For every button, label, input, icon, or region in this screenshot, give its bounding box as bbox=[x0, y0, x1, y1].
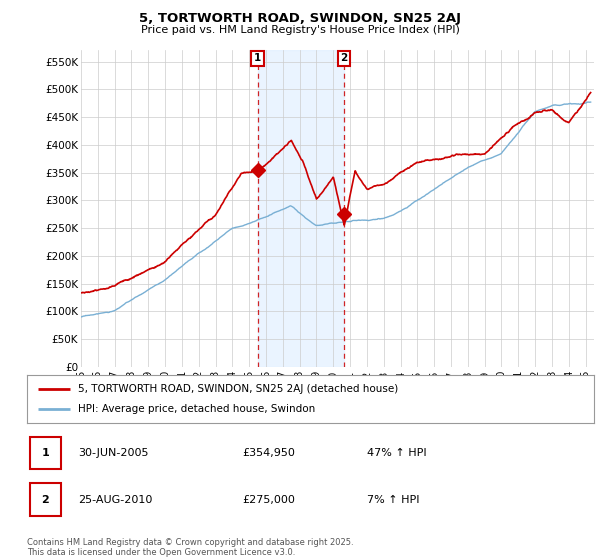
Text: HPI: Average price, detached house, Swindon: HPI: Average price, detached house, Swin… bbox=[78, 404, 315, 414]
Text: 2: 2 bbox=[41, 494, 49, 505]
FancyBboxPatch shape bbox=[30, 437, 61, 469]
Text: £275,000: £275,000 bbox=[242, 494, 295, 505]
Text: 5, TORTWORTH ROAD, SWINDON, SN25 2AJ: 5, TORTWORTH ROAD, SWINDON, SN25 2AJ bbox=[139, 12, 461, 25]
Text: 25-AUG-2010: 25-AUG-2010 bbox=[78, 494, 152, 505]
Text: £354,950: £354,950 bbox=[242, 448, 295, 458]
Text: 47% ↑ HPI: 47% ↑ HPI bbox=[367, 448, 427, 458]
Text: 2: 2 bbox=[341, 53, 348, 63]
Text: Price paid vs. HM Land Registry's House Price Index (HPI): Price paid vs. HM Land Registry's House … bbox=[140, 25, 460, 35]
Text: 30-JUN-2005: 30-JUN-2005 bbox=[78, 448, 149, 458]
Text: Contains HM Land Registry data © Crown copyright and database right 2025.
This d: Contains HM Land Registry data © Crown c… bbox=[27, 538, 353, 557]
Text: 5, TORTWORTH ROAD, SWINDON, SN25 2AJ (detached house): 5, TORTWORTH ROAD, SWINDON, SN25 2AJ (de… bbox=[78, 384, 398, 394]
Text: 7% ↑ HPI: 7% ↑ HPI bbox=[367, 494, 420, 505]
FancyBboxPatch shape bbox=[30, 483, 61, 516]
Bar bbox=[257, 50, 344, 367]
Text: 1: 1 bbox=[41, 448, 49, 458]
Text: 1: 1 bbox=[254, 53, 261, 63]
